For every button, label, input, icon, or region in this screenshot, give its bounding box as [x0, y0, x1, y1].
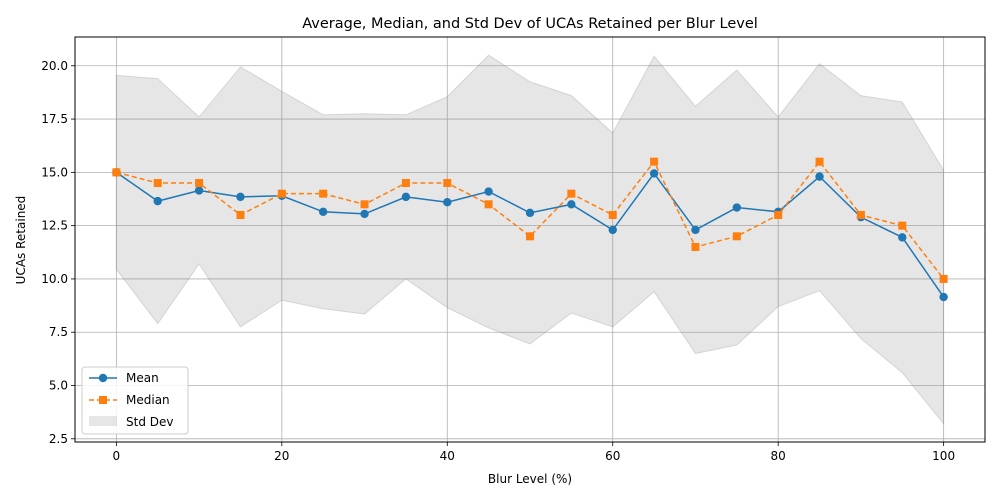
median-series-line: [116, 160, 945, 280]
x-tick-label: 20: [274, 449, 289, 463]
y-tick-label: 12.5: [41, 219, 68, 233]
legend-median-label: Median: [126, 393, 170, 407]
mean-point: [443, 197, 452, 207]
y-axis-label: UCAs Retained: [14, 196, 28, 285]
chart-title: Average, Median, and Std Dev of UCAs Ret…: [302, 16, 758, 32]
median-point: [484, 200, 493, 209]
legend-std-dev-label: Std Dev: [126, 415, 173, 429]
mean-point: [815, 172, 824, 181]
plot-frame: [74, 36, 986, 443]
mean-point: [484, 187, 493, 196]
legend: Mean Median Std Dev: [81, 366, 189, 435]
mean-point: [401, 192, 411, 202]
x-tick-label: 100: [932, 449, 955, 463]
grid-layer: [75, 37, 985, 442]
legend-mean-label: Mean: [126, 371, 159, 385]
mean-point: [732, 203, 742, 212]
median-point: [774, 210, 783, 219]
legend-std-dev-swatch: [89, 416, 117, 426]
x-tick-label: 60: [605, 449, 620, 463]
legend-frame: [81, 366, 189, 435]
x-tick-label: 40: [440, 449, 455, 463]
median-point: [567, 189, 576, 198]
median-point: [526, 232, 534, 241]
median-point: [856, 210, 865, 219]
x-axis-label: Blur Level (%): [488, 472, 572, 486]
median-point: [815, 157, 824, 166]
median-point: [153, 179, 162, 188]
median-point: [650, 157, 659, 166]
mean-point: [236, 192, 245, 202]
y-tick-label: 15.0: [41, 165, 68, 179]
median-point: [319, 189, 328, 198]
median-point: [195, 179, 204, 188]
mean-point: [939, 292, 948, 302]
median-point: [401, 179, 410, 188]
mean-point: [567, 200, 576, 209]
mean-point: [318, 207, 328, 216]
mean-point: [525, 208, 535, 218]
mean-point: [360, 209, 369, 219]
median-point: [691, 242, 700, 251]
mean-point: [898, 233, 907, 242]
y-tick-label: 2.5: [49, 432, 68, 446]
median-point: [898, 221, 907, 230]
median-point: [732, 232, 741, 241]
median-point: [236, 210, 245, 219]
median-point: [277, 189, 286, 198]
mean-point: [691, 225, 700, 235]
y-tick-label: 10.0: [41, 272, 68, 286]
mean-point: [608, 225, 617, 235]
legend-mean-marker: [98, 373, 108, 383]
mean-point: [649, 169, 659, 178]
legend-median-marker: [99, 396, 107, 404]
x-tick-label: 0: [113, 449, 121, 463]
median-point: [360, 200, 369, 209]
median-point: [112, 168, 121, 177]
y-tick-label: 20.0: [41, 59, 68, 73]
median-point: [939, 274, 948, 283]
y-tick-label: 7.5: [49, 325, 68, 339]
median-point: [443, 179, 452, 188]
x-tick-label: 80: [771, 449, 786, 463]
series-layer: [112, 157, 948, 302]
y-tick-label: 17.5: [41, 112, 68, 126]
y-tick-label: 5.0: [49, 379, 68, 393]
mean-point: [153, 196, 162, 206]
median-point: [608, 210, 617, 219]
mean-point: [194, 186, 204, 195]
tick-layer: 0 20 40 60 80 100 2.5 5.0 7.5 10.0 12.5 15.0 17.5 20.…: [41, 59, 955, 463]
